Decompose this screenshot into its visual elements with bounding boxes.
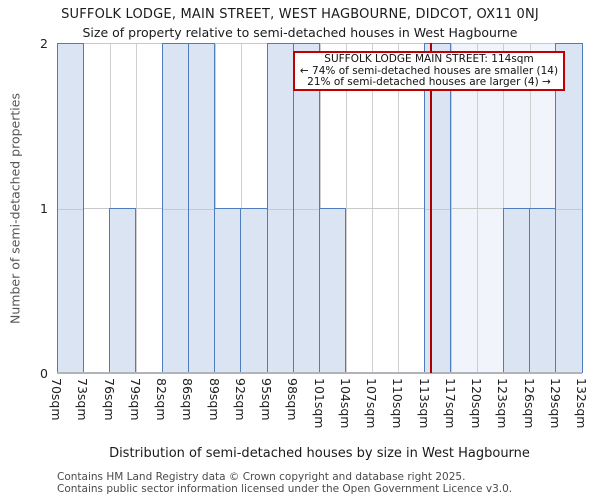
bar (292, 43, 320, 373)
annotation-line-3: 21% of semi-detached houses are larger (… (307, 76, 551, 89)
gridline-over-bar (293, 209, 319, 210)
bar (529, 208, 557, 373)
bar (319, 208, 347, 373)
y-tick-0: 0 (40, 366, 48, 381)
bar (56, 43, 84, 373)
x-tick-label: 110sqm (390, 378, 406, 429)
chart-title: SUFFOLK LODGE, MAIN STREET, WEST HAGBOUR… (61, 7, 539, 22)
x-tick-label: 79sqm (127, 378, 143, 421)
x-tick-label: 86sqm (180, 378, 196, 421)
x-tick-label: 129sqm (547, 378, 563, 429)
x-tick-label: 70sqm (49, 378, 64, 421)
subject-marker-line (430, 43, 433, 373)
gridline-over-bar (425, 209, 451, 210)
x-tick-label: 95sqm (259, 378, 274, 421)
x-tick-label: 73sqm (75, 378, 91, 421)
x-tick-label: 107sqm (364, 378, 379, 429)
x-axis-line (57, 372, 582, 374)
gridline-over-bar (267, 209, 293, 210)
x-tick-label: 76sqm (101, 378, 117, 421)
y-axis-label: Number of semi-detached properties (7, 93, 23, 324)
x-tick-label: 82sqm (154, 378, 169, 421)
x-tick-label: 117sqm (442, 378, 458, 429)
bar (187, 43, 215, 373)
footer-attribution-1: Contains HM Land Registry data © Crown c… (57, 471, 466, 483)
subject-annotation-box: SUFFOLK LODGE MAIN STREET: 114sqm ← 74% … (293, 51, 565, 91)
bar (555, 43, 583, 373)
bar (109, 208, 137, 373)
bar (424, 43, 452, 373)
x-tick-label: 120sqm (469, 378, 484, 429)
footer-attribution-2: Contains public sector information licen… (57, 483, 513, 495)
y-tick-2: 2 (40, 36, 48, 51)
x-tick-label: 101sqm (311, 378, 327, 429)
bar (161, 43, 189, 373)
bar (240, 208, 268, 373)
gridline-over-bar (162, 209, 188, 210)
y-tick-1: 1 (40, 201, 48, 216)
bar (502, 208, 530, 373)
gridline-vertical (582, 43, 583, 373)
x-tick-label: 126sqm (521, 378, 537, 429)
gridline-over-bar (57, 209, 83, 210)
x-axis-label: Distribution of semi-detached houses by … (109, 446, 530, 461)
x-tick-label: 132sqm (574, 378, 589, 429)
annotation-line-1: SUFFOLK LODGE MAIN STREET: 114sqm (324, 53, 534, 65)
chart-subtitle: Size of property relative to semi-detach… (82, 25, 518, 40)
x-tick-label: 104sqm (337, 378, 353, 429)
x-tick-label: 98sqm (285, 378, 301, 421)
bar (266, 43, 294, 373)
x-tick-label: 113sqm (416, 378, 432, 429)
x-tick-label: 89sqm (206, 378, 222, 421)
annotation-line-2: ← 74% of semi-detached houses are smalle… (299, 64, 559, 77)
gridline-over-bar (556, 209, 582, 210)
x-tick-label: 92sqm (232, 378, 248, 421)
gridline-over-bar (188, 209, 214, 210)
x-tick-label: 123sqm (495, 378, 511, 429)
bar (214, 208, 242, 373)
